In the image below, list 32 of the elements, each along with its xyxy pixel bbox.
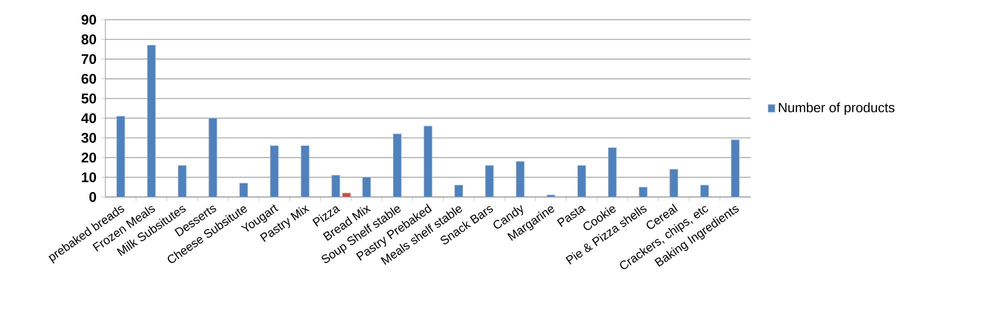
y-tick-label: 20 — [82, 152, 96, 163]
bar — [516, 161, 524, 198]
bar — [362, 177, 371, 198]
bar — [270, 146, 279, 198]
bar — [731, 140, 740, 198]
legend-label: Number of products — [778, 102, 894, 115]
bar — [208, 118, 218, 198]
y-tick-label: 90 — [82, 14, 96, 25]
bar — [116, 116, 125, 198]
bar — [332, 175, 340, 198]
bar — [239, 182, 248, 198]
bar — [670, 169, 678, 198]
bar — [342, 192, 351, 198]
y-tick-label: 10 — [82, 172, 96, 182]
y-tick-label: 0 — [89, 192, 96, 202]
y-tick-label: 50 — [82, 94, 96, 104]
bar — [700, 184, 709, 198]
y-tick-label: 40 — [81, 113, 96, 124]
bar — [393, 134, 402, 198]
y-tick-label: 80 — [82, 34, 96, 44]
bar — [638, 186, 648, 198]
bar — [577, 165, 586, 198]
bar — [300, 146, 310, 198]
y-tick-label: 70 — [82, 54, 96, 64]
y-tick-label: 60 — [82, 74, 96, 84]
bar — [147, 45, 156, 198]
bar — [608, 147, 617, 198]
y-tick-label: 30 — [81, 132, 96, 143]
bar — [178, 165, 186, 198]
bar — [424, 126, 432, 198]
bar — [485, 165, 494, 198]
bar — [454, 184, 464, 198]
